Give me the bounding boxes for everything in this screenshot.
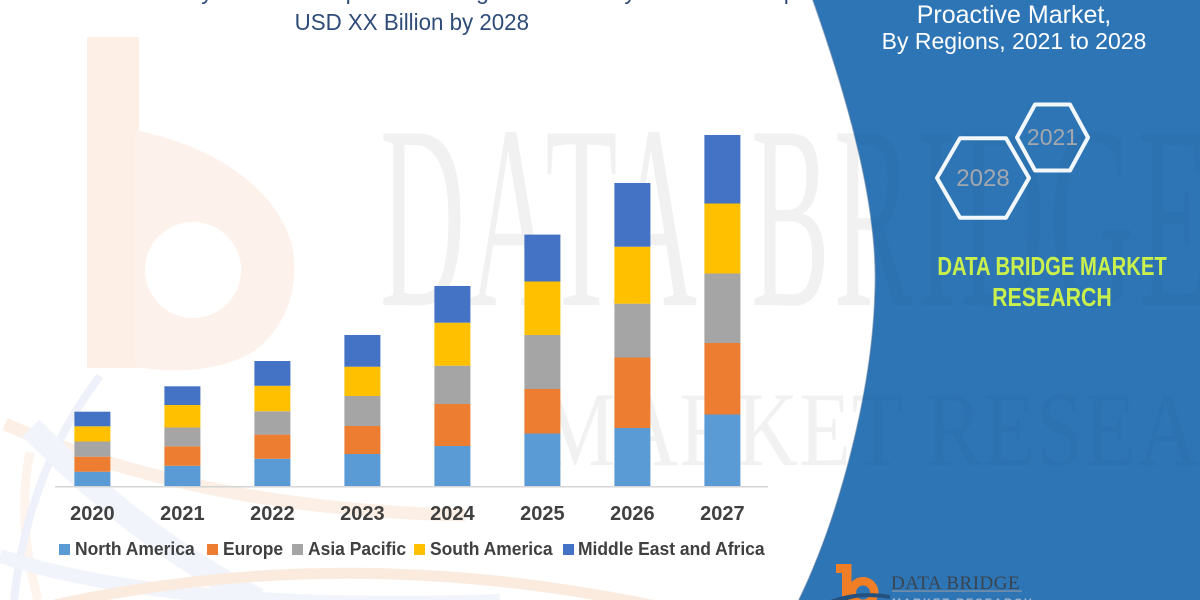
svg-text:2021: 2021 <box>1027 124 1078 150</box>
svg-text:MARKET RESEARCH: MARKET RESEARCH <box>540 370 1200 488</box>
svg-text:2028: 2028 <box>956 165 1009 192</box>
svg-text:DATA BRIDGE: DATA BRIDGE <box>891 573 1020 594</box>
svg-text:MARKET RESEARCH: MARKET RESEARCH <box>892 597 1034 600</box>
